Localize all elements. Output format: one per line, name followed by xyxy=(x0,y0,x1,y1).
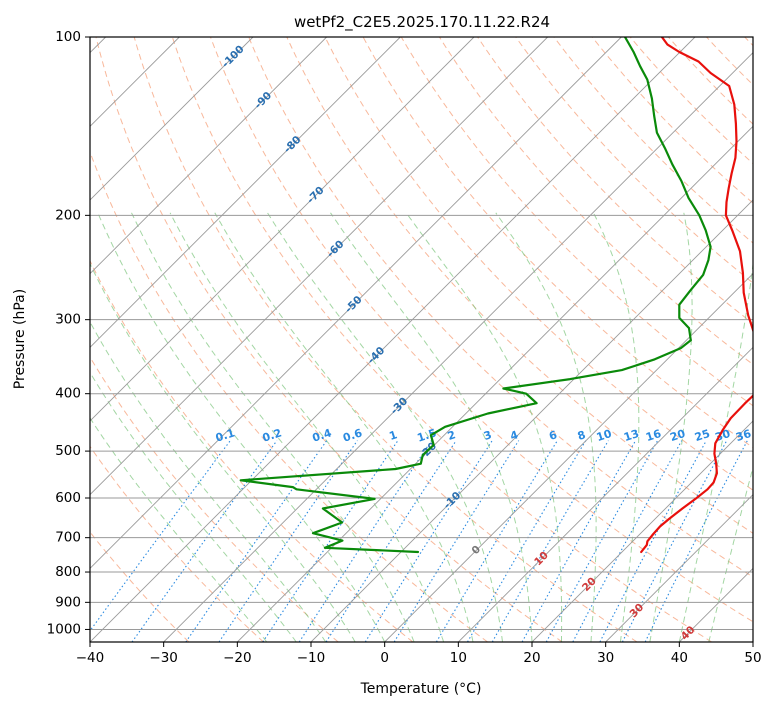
x-tick-label: −10 xyxy=(297,650,326,666)
y-tick-label: 900 xyxy=(55,594,81,610)
y-tick-label: 700 xyxy=(55,530,81,546)
y-axis-label: Pressure (hPa) xyxy=(12,289,28,389)
y-tick-label: 800 xyxy=(55,564,81,580)
x-tick-label: 20 xyxy=(523,650,540,666)
x-axis-label: Temperature (°C) xyxy=(360,681,482,697)
x-tick-label: −40 xyxy=(76,650,105,666)
x-tick-label: −20 xyxy=(223,650,252,666)
y-tick-label: 300 xyxy=(55,312,81,328)
x-tick-label: 40 xyxy=(671,650,688,666)
y-tick-label: 600 xyxy=(55,490,81,506)
x-tick-label: 50 xyxy=(744,650,761,666)
x-tick-label: 0 xyxy=(380,650,389,666)
x-tick-label: 30 xyxy=(597,650,614,666)
x-tick-label: −30 xyxy=(149,650,178,666)
y-tick-label: 400 xyxy=(55,386,81,402)
x-tick-label: 10 xyxy=(450,650,467,666)
y-tick-label: 200 xyxy=(55,207,81,223)
y-tick-label: 1000 xyxy=(47,621,81,637)
chart-title: wetPf2_C2E5.2025.170.11.22.R24 xyxy=(294,13,550,32)
y-tick-label: 100 xyxy=(55,29,81,45)
y-tick-label: 500 xyxy=(55,443,81,459)
